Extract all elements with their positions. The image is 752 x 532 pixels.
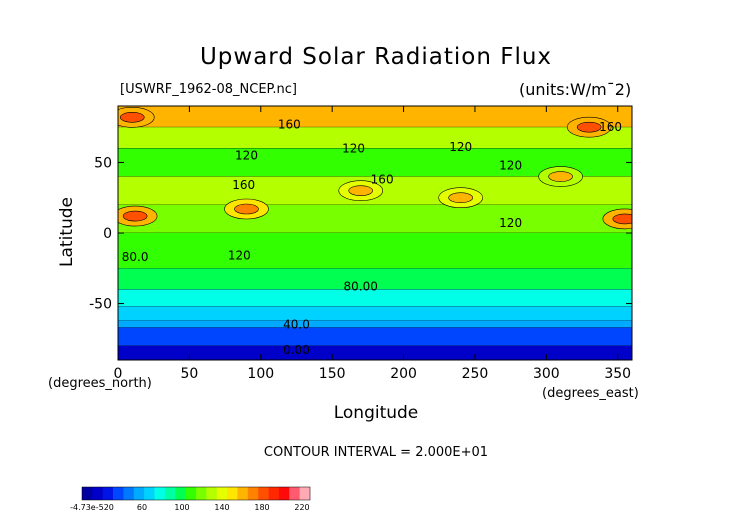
colorbar-label-0: -4.73e-520 (70, 503, 114, 512)
hotspot-inner-7 (119, 111, 145, 123)
hotspot-inner-5 (548, 171, 573, 182)
x-tick-label-5: 250 (462, 366, 489, 382)
lat-band-5 (118, 233, 632, 269)
contour-label-13: 0.00 (283, 343, 310, 357)
colorbar-swatch-13 (216, 487, 228, 500)
contour-interval-text: CONTOUR INTERVAL = 2.000E+01 (263, 445, 489, 460)
colorbar-swatch-17 (258, 487, 269, 500)
contour-label-11: 80.00 (344, 280, 378, 294)
file-name-label: [USWRF_1962-08_NCEP.nc] (120, 82, 297, 97)
contour-label-12: 40.0 (283, 318, 310, 332)
colorbar-swatch-9 (175, 487, 186, 500)
contour-label-9: 80.0 (122, 250, 149, 264)
colorbar-swatch-5 (133, 487, 145, 500)
axes: 0 50 100 150 200 250 300 350 50 0 -50 (89, 106, 632, 382)
lat-band-9 (118, 320, 632, 328)
hotspot-inner-3 (348, 185, 374, 196)
colorbar-swatch-12 (206, 487, 218, 500)
colorbar-swatch-18 (268, 487, 280, 500)
colorbar-swatch-11 (196, 487, 207, 500)
contour-label-2: 120 (342, 141, 365, 155)
units-label: (units:W/m¯2) (519, 80, 632, 99)
x-tick-label-6: 300 (533, 366, 560, 382)
colorbar-swatch-10 (185, 487, 197, 500)
x-tick-label-7: 350 (604, 366, 631, 382)
hotspot-inner-4 (448, 192, 473, 204)
contour-label-1: 160 (599, 120, 622, 134)
colorbar-swatch-6 (144, 487, 155, 500)
contour-label-0: 160 (278, 117, 301, 131)
contour-label-10: 120 (228, 249, 251, 263)
colorbar-swatch-21 (299, 487, 311, 500)
colorbar-label-4: 180 (254, 503, 269, 512)
hotspot-inner-1 (612, 213, 632, 225)
colorbar-label-5: 220 (294, 503, 309, 512)
colorbar-swatch-14 (227, 487, 238, 500)
colorbar-swatch-0 (82, 487, 93, 500)
x-unit-label-left: (degrees_north) (48, 376, 152, 391)
lat-band-8 (118, 306, 632, 321)
x-tick-label-3: 150 (319, 366, 346, 382)
colorbar-frame (81, 486, 311, 501)
colorbar-swatch-15 (237, 487, 249, 500)
lat-band-1 (118, 127, 632, 149)
contour-label-8: 120 (499, 216, 522, 230)
x-tick-label-4: 200 (390, 366, 417, 382)
x-tick-label-1: 50 (180, 366, 198, 382)
y-tick-label-2: -50 (89, 297, 112, 313)
colorbar-swatch-2 (102, 487, 114, 500)
lat-band-4 (118, 204, 632, 233)
lat-band-11 (118, 345, 632, 360)
colorbar-swatch-4 (123, 487, 135, 500)
colorbar-swatch-3 (113, 487, 124, 500)
contour-label-7: 120 (499, 158, 522, 172)
x-unit-label-right: (degrees_east) (542, 386, 639, 401)
lat-band-0 (118, 106, 632, 128)
colorbar-label-3: 140 (214, 503, 229, 512)
plot-area: 160 160 120 120 120 160 160 120 120 80.0 120 80.00 4… (118, 106, 632, 360)
colorbar-label-1: 60 (137, 503, 147, 512)
contour-label-3: 120 (235, 148, 258, 162)
contour-label-4: 120 (449, 140, 472, 154)
colorbar: -4.73e-520 60 100 140 180 220 (70, 486, 311, 512)
colorbar-swatch-8 (164, 487, 176, 500)
lat-band-7 (118, 289, 632, 307)
colorbar-label-2: 100 (174, 503, 189, 512)
contour-label-6: 160 (371, 172, 394, 186)
contour-label-5: 160 (232, 178, 255, 192)
colorbar-swatch-19 (278, 487, 290, 500)
lat-band-10 (118, 327, 632, 346)
x-axis-label: Longitude (333, 403, 419, 423)
x-tick-label-0: 0 (114, 366, 123, 382)
y-tick-label-1: 0 (103, 226, 112, 242)
x-tick-label-2: 100 (247, 366, 274, 382)
chart-title: Upward Solar Radiation Flux (199, 44, 553, 70)
colorbar-swatch-7 (154, 487, 166, 500)
colorbar-swatch-20 (289, 487, 300, 500)
colorbar-swatch-16 (247, 487, 259, 500)
y-tick-label-0: 50 (94, 155, 112, 171)
hotspot-inner-2 (234, 203, 259, 215)
lat-band-6 (118, 268, 632, 290)
colorbar-swatch-1 (92, 487, 104, 500)
hotspot-inner-6 (576, 121, 602, 133)
hotspot-inner-0 (122, 210, 148, 222)
